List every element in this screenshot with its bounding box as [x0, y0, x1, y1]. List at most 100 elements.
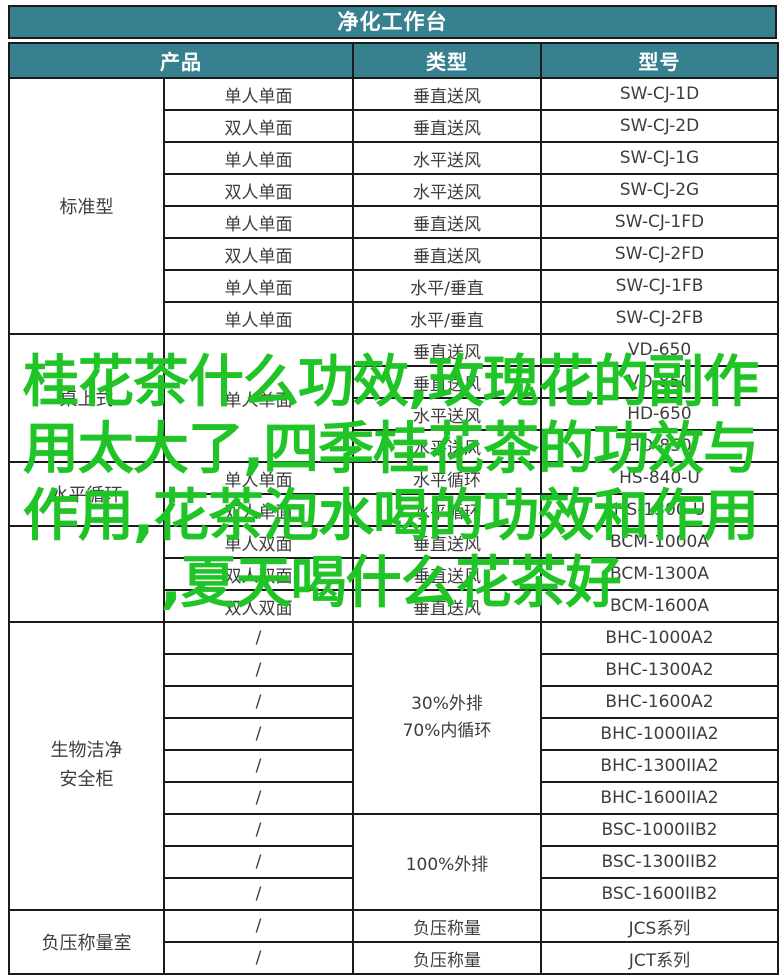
table-row: 单人双面 垂直送风 BCM-1000A	[8, 525, 779, 623]
product-cell: 双人单面	[163, 173, 354, 207]
type-line: 70%内循环	[402, 721, 492, 741]
table-row: 垂直送风 VD-850	[9, 365, 779, 399]
type-cell: 垂直送风	[352, 333, 542, 367]
table-row: 生物洁净 安全柜 / 30%外排 70%内循环 BHC-1000A2	[8, 621, 779, 911]
model-cell: VD-650	[540, 333, 779, 367]
product-cell: /	[163, 909, 354, 943]
model-cell: BSC-1000IIB2	[540, 813, 779, 847]
table-row: / BHC-1000IIA2	[9, 717, 779, 751]
table-row: 双人单面 垂直送风 SW-CJ-2FD	[9, 237, 779, 271]
model-cell: BHC-1000A2	[540, 621, 779, 655]
header-row: 产品 类型 型号	[8, 42, 779, 79]
table-row: 桌上式 单人单面 垂直送风 VD-650	[8, 333, 779, 463]
type-cell: 垂直送风	[352, 365, 542, 399]
type-cell: 垂直送风	[352, 237, 542, 271]
table-row: 水平循环 单人单面 水平循环 HS-840-U	[8, 461, 779, 527]
model-cell: HS-840-U	[540, 461, 779, 495]
model-cell: SW-CJ-2G	[540, 173, 779, 207]
product-cell: 双人双面	[163, 557, 354, 591]
model-cell: JCT系列	[540, 941, 779, 975]
table-row: 标准型 单人单面 垂直送风 SW-CJ-1D	[8, 77, 779, 335]
type-cell: 水平循环	[352, 461, 542, 495]
table-row: / BSC-1300IIB2	[9, 845, 779, 879]
product-cell: /	[163, 653, 354, 687]
product-cell: /	[163, 877, 354, 911]
table-row: / BHC-1600A2	[9, 685, 779, 719]
section-label-cell: 水平循环	[8, 461, 165, 527]
model-cell: SW-CJ-1G	[540, 141, 779, 175]
model-cell: SW-CJ-1D	[540, 77, 779, 111]
model-cell: SW-CJ-1FD	[540, 205, 779, 239]
table-row: 单人单面 水平送风 SW-CJ-1G	[9, 141, 779, 175]
model-cell: BSC-1600IIB2	[540, 877, 779, 911]
product-cell: 单人单面	[163, 269, 354, 303]
type-cell: 水平循环	[352, 493, 542, 527]
column-header-model: 型号	[540, 42, 779, 79]
model-cell: BCM-1600A	[540, 589, 779, 623]
type-line: 30%外排	[411, 693, 483, 714]
product-cell: /	[163, 717, 354, 751]
product-cell: /	[163, 685, 354, 719]
section-label-cell: 标准型	[8, 77, 165, 335]
type-cell: 30%外排 70%内循环	[352, 621, 542, 815]
product-cell: /	[163, 813, 354, 847]
product-cell: /	[163, 749, 354, 783]
column-header-type: 类型	[352, 42, 542, 79]
table-row: 水平送风 HD-650	[9, 397, 779, 431]
model-cell: BHC-1600A2	[540, 685, 779, 719]
product-cell: 双人单面	[163, 109, 354, 143]
table-row: 单人单面 垂直送风 SW-CJ-1FD	[9, 205, 779, 239]
table-row: 单人单面 水平/垂直 SW-CJ-1FB	[9, 269, 779, 303]
product-cell: 单人单面	[163, 461, 354, 495]
model-cell: SW-CJ-1FB	[540, 269, 779, 303]
table-row: / BHC-1300A2	[9, 653, 779, 687]
type-cell: 水平送风	[352, 397, 542, 431]
product-cell: 单人单面	[163, 333, 354, 463]
type-cell: 垂直送风	[352, 589, 542, 623]
table-row: 水平送风 HD-850	[9, 429, 779, 463]
section-label-line: 安全柜	[59, 769, 114, 790]
section-label-cell	[8, 525, 165, 623]
type-cell: 负压称量	[352, 909, 542, 943]
table-row: / BHC-1600IIA2	[9, 781, 779, 815]
model-cell: SW-CJ-2FD	[540, 237, 779, 271]
table-row: 双人双面 垂直送风 BCM-1300A	[9, 557, 779, 591]
model-cell: VD-850	[540, 365, 779, 399]
column-header-product: 产品	[8, 42, 354, 79]
type-cell: 垂直送风	[352, 109, 542, 143]
product-cell: /	[163, 621, 354, 655]
model-cell: SW-CJ-2D	[540, 109, 779, 143]
type-cell: 水平送风	[352, 429, 542, 463]
table-row: / 负压称量 JCT系列	[9, 941, 779, 975]
model-cell: HD-650	[540, 397, 779, 431]
product-cell: /	[163, 781, 354, 815]
product-cell: 双人单面	[163, 493, 354, 527]
model-cell: JCS系列	[540, 909, 779, 943]
model-cell: BHC-1300A2	[540, 653, 779, 687]
table-row: 双人单面 水平循环 HS-1300-U	[9, 493, 779, 527]
type-cell: 垂直送风	[352, 77, 542, 111]
product-cell: 双人双面	[163, 589, 354, 623]
type-cell: 垂直送风	[352, 205, 542, 239]
model-cell: BHC-1300IIA2	[540, 749, 779, 783]
type-cell: 100%外排	[352, 813, 542, 911]
section-label-cell: 桌上式	[8, 333, 165, 463]
spec-sheet: 净化工作台 产品 类型 型号 标准型 单人单面 垂直送风 SW-CJ-1D 双人…	[8, 5, 779, 975]
product-cell: 单人单面	[163, 205, 354, 239]
type-cell: 水平/垂直	[352, 301, 542, 335]
model-cell: BHC-1600IIA2	[540, 781, 779, 815]
type-cell: 水平送风	[352, 141, 542, 175]
table-row: 双人单面 水平送风 SW-CJ-2G	[9, 173, 779, 207]
product-cell: /	[163, 941, 354, 975]
table-row: 负压称量室 / 负压称量 JCS系列	[8, 909, 779, 975]
type-cell: 垂直送风	[352, 557, 542, 591]
table-row: 单人单面 水平/垂直 SW-CJ-2FB	[9, 301, 779, 335]
table-row: / BHC-1300IIA2	[9, 749, 779, 783]
product-cell: 双人单面	[163, 237, 354, 271]
model-cell: BSC-1300IIB2	[540, 845, 779, 879]
section-label-cell: 生物洁净 安全柜	[8, 621, 165, 911]
type-cell: 垂直送风	[352, 525, 542, 559]
type-cell: 水平送风	[352, 173, 542, 207]
section-label-line: 生物洁净	[50, 740, 123, 762]
product-cell: 单人单面	[163, 301, 354, 335]
